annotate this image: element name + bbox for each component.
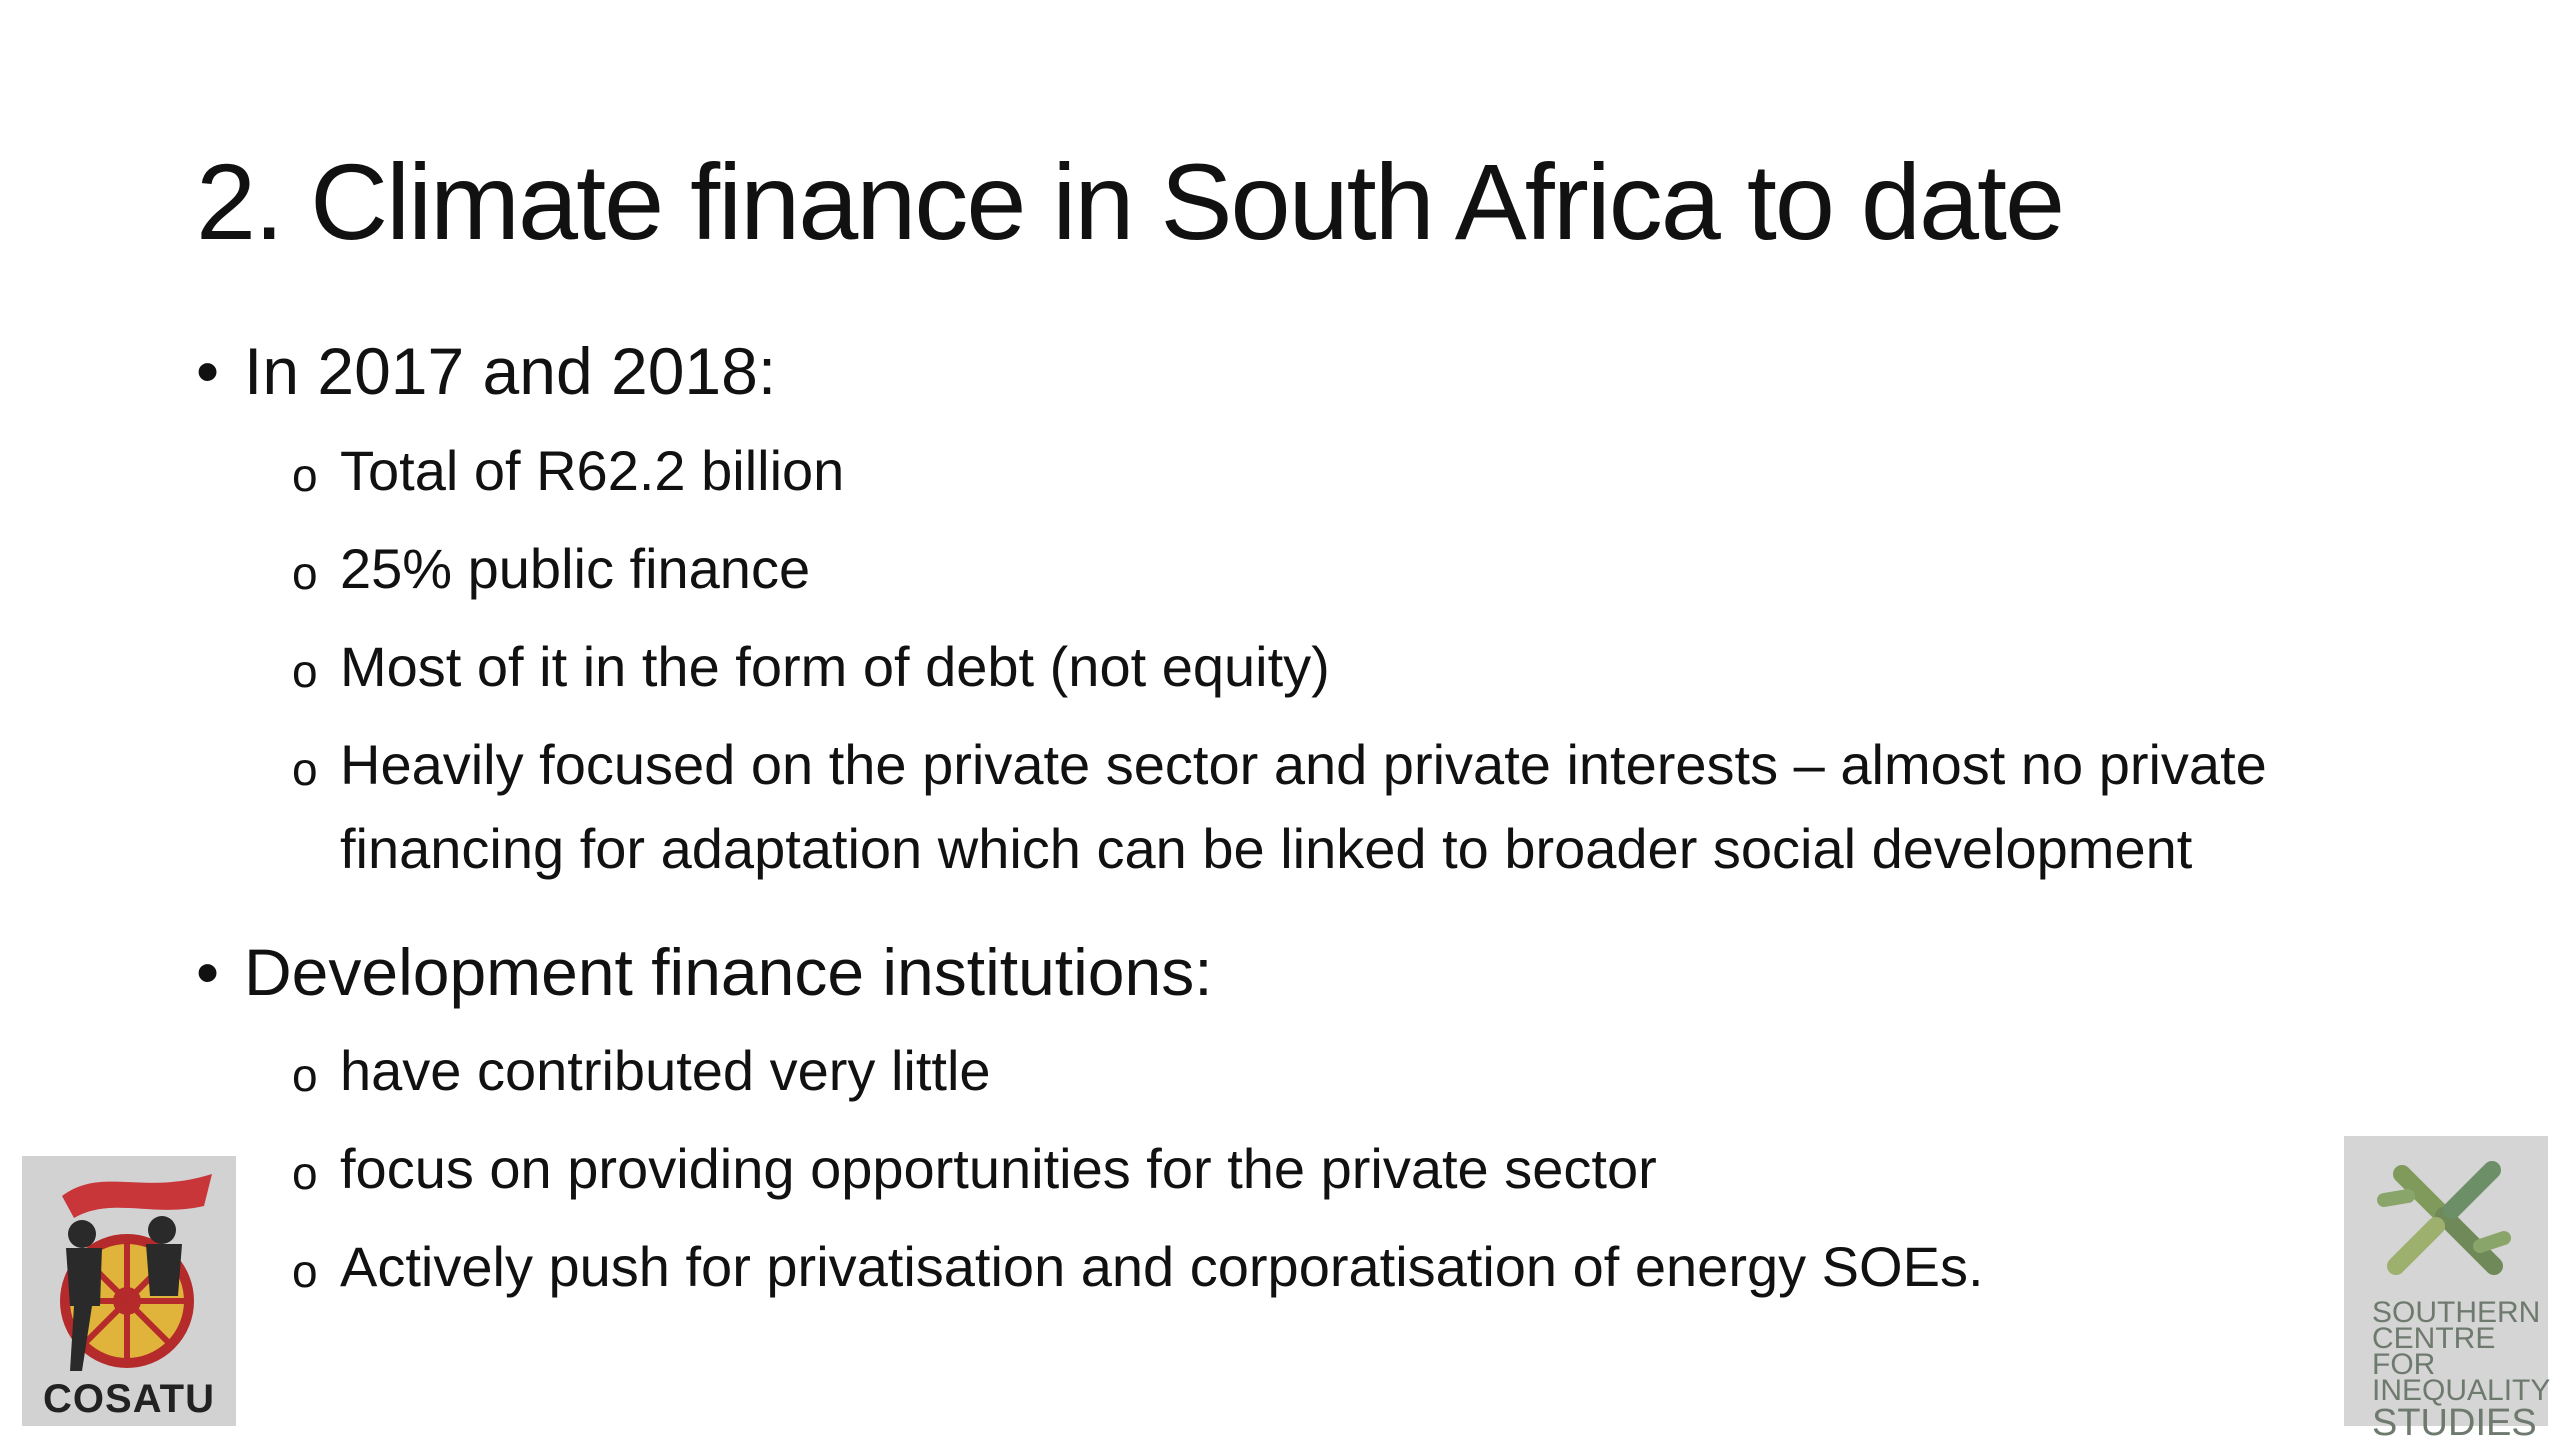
list-item: o have contributed very little: [196, 1029, 2416, 1113]
circle-bullet-icon: o: [292, 1049, 318, 1101]
scis-emblem-icon: [2377, 1161, 2511, 1275]
list-item: o focus on providing opportunities for t…: [196, 1127, 2416, 1211]
circle-bullet-icon: o: [292, 546, 318, 599]
slide-content: • In 2017 and 2018: o Total of R62.2 bil…: [196, 330, 2416, 1349]
section-heading: In 2017 and 2018:: [244, 334, 777, 408]
list-item: o Total of R62.2 billion: [196, 429, 2416, 513]
cosatu-wordmark: COSATU: [43, 1377, 215, 1421]
circle-bullet-icon: o: [292, 644, 318, 697]
section-heading: Development finance institutions:: [244, 934, 1213, 1009]
bullet-section-2: • Development finance institutions:: [196, 931, 2416, 1014]
circle-bullet-icon: o: [292, 1147, 318, 1199]
circle-bullet-icon: o: [292, 742, 318, 795]
bullet-icon: •: [196, 334, 220, 408]
scis-wordmark: SOUTHERN CENTRE FOR INEQUALITY STUDIES: [2372, 1296, 2551, 1444]
bullet-section-1: • In 2017 and 2018:: [196, 330, 2416, 413]
sub-list-2: o have contributed very little o focus o…: [196, 1029, 2416, 1309]
list-item: o Actively push for privatisation and co…: [196, 1225, 2416, 1309]
circle-bullet-icon: o: [292, 448, 318, 501]
scis-logo: SOUTHERN CENTRE FOR INEQUALITY STUDIES: [2344, 1136, 2550, 1442]
list-item: o 25% public finance: [196, 527, 2416, 611]
list-item: o Heavily focused on the private sector …: [196, 723, 2416, 891]
cosatu-emblem-icon: [60, 1174, 212, 1371]
slide-title: 2. Climate finance in South Africa to da…: [196, 141, 2065, 262]
circle-bullet-icon: o: [292, 1245, 318, 1297]
cosatu-logo: COSATU: [22, 1156, 236, 1426]
sub-list-1: o Total of R62.2 billion o 25% public fi…: [196, 429, 2416, 891]
list-item: o Most of it in the form of debt (not eq…: [196, 625, 2416, 709]
bullet-icon: •: [196, 934, 220, 1009]
